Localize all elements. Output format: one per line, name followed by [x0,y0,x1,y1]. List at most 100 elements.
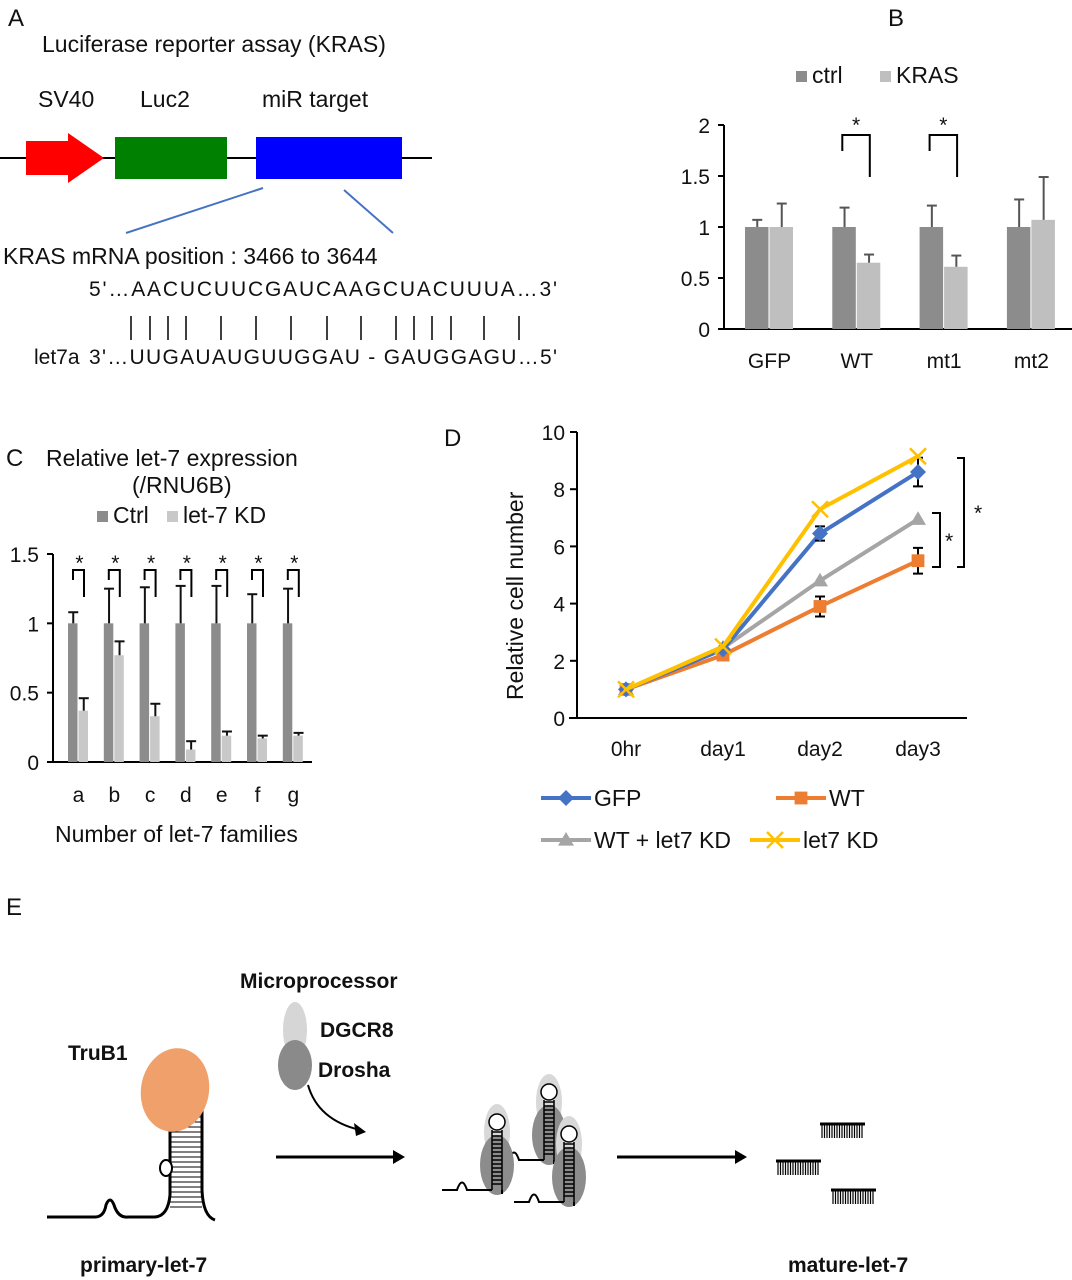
microprocessor-label: Microprocessor [240,970,398,993]
legend-label: let7 KD [803,827,878,853]
zoom-line-right [343,189,394,234]
kras-position: KRAS mRNA position : 3466 to 3644 [3,243,378,269]
bar-let-7-KD-b [114,655,124,762]
significance-star: * [75,552,83,575]
significance-star: * [254,552,262,575]
marker-square [813,600,827,613]
chart-c-subtitle: (/RNU6B) [132,472,232,498]
panel-a-construct: Luciferase reporter assay (KRAS) SV40 Lu… [0,31,557,369]
terminal-loop [488,1113,506,1131]
legend-label: ctrl [812,62,843,88]
panel-e-diagram: Microprocessor DGCR8 Drosha TruB1 primar… [47,970,908,1277]
x-tick-label: d [180,784,192,807]
legend-swatch [880,71,891,82]
y-tick-label: 0.5 [10,683,39,706]
mature-let7-duplex [776,1160,821,1175]
significance-star: * [147,552,155,575]
significance-bracket [179,569,193,597]
marker-triangle [910,511,926,525]
marker-x [617,680,635,699]
bar-Ctrl-d [175,623,185,762]
terminal-loop [540,1083,558,1101]
x-tick-label: mt2 [1014,350,1049,373]
y-tick-label: 1 [27,613,39,636]
x-tick-label: f [255,784,261,807]
curved-arrow [307,1084,361,1131]
x-tick-label: day2 [797,738,843,761]
x-tick-label: WT [840,350,873,373]
chart-c-xlabel: Number of let-7 families [55,821,298,847]
bar-KRAS-mt2 [1031,219,1055,329]
significance-bracket [841,134,871,177]
stem [491,1130,503,1190]
marker-diamond [812,525,828,542]
series-line-let7-KD [625,454,919,692]
luc2-box [115,137,227,179]
y-tick-label: 0 [27,752,39,775]
label-luc2: Luc2 [140,86,190,112]
significance-bracket [251,569,264,597]
bar-KRAS-GFP [769,227,793,329]
x-tick-label: g [287,784,299,807]
chart-c-title: Relative let-7 expression [46,445,298,471]
stem [543,1100,555,1160]
significance-bracket [932,512,941,568]
bar-KRAS-mt1 [944,266,968,329]
y-tick-label: 8 [553,479,565,502]
mature-let7-label: mature-let-7 [788,1254,908,1277]
x-tick-label: e [216,784,228,807]
legend-label: GFP [594,785,641,811]
bar-Ctrl-f [247,623,257,762]
series-line-WT-+-let7-KD [625,517,920,692]
microprocessor-pri-mirna-complex [442,1104,514,1195]
marker-square [911,554,925,568]
chart-c-let7-expression: 0 0.5 1 1.5 a b c d e f g Ctrl let-7 KD * * * * * * * [10,502,312,807]
bar-KRAS-WT [856,262,881,329]
y-tick-label: 1 [698,217,710,240]
bar-ctrl-mt2 [1006,227,1031,329]
microprocessor-pri-mirna-complex [514,1116,586,1207]
significance-star: * [219,552,227,575]
drosha-label: Drosha [318,1059,391,1082]
let7a-sequence: 3'…UUGAUAUGUUGGAU - GAUGGAGU…5' [89,346,557,369]
significance-star: * [290,552,298,575]
bar-Ctrl-c [139,623,150,762]
significance-bracket [72,569,85,597]
microprocessor-complexes [442,1074,586,1207]
chart-b-luciferase: 0 0.5 1 1.5 2 GFP WT mt1 mt2 ctrl KRAS * * [681,62,1072,373]
chart-d-cell-growth: 0 2 4 6 8 10 0hr day1 day2 day3 * * GFP WT WT + let7 K… [541,422,982,853]
legend-label: let-7 KD [183,502,266,528]
mir-target-box [256,137,402,179]
marker-x [909,447,927,466]
significance-star: * [183,552,191,575]
y-tick-label: 0.5 [681,268,710,291]
trub1-protein [140,1048,210,1132]
x-tick-label: b [108,784,120,807]
bar-let-7-KD-d [185,749,196,762]
y-tick-label: 0 [698,319,710,342]
base-pairing-lines [130,316,520,340]
sv40-promoter-arrow [26,133,104,183]
let7a-label: let7a [34,346,80,369]
legend-label: WT + let7 KD [594,827,731,853]
y-tick-label: 10 [542,422,565,445]
significance-star: * [945,530,953,553]
terminal-loop [560,1125,578,1143]
y-tick-label: 0 [553,708,565,731]
mature-let7-duplex [831,1189,876,1204]
dgcr8-label: DGCR8 [320,1019,394,1042]
panel-label-e: E [6,894,22,921]
mature-let7-duplexes [776,1122,876,1204]
bar-ctrl-GFP [745,227,769,329]
significance-star: * [939,114,947,137]
y-tick-label: 1.5 [681,166,710,189]
drosha-shape [480,1135,514,1195]
significance-bracket [286,569,300,597]
x-tick-label: a [73,784,85,807]
significance-star: * [111,552,119,575]
panel-a-title: Luciferase reporter assay (KRAS) [42,31,386,57]
marker-x [811,500,829,519]
bar-let-7-KD-e [221,735,232,762]
significance-bracket [143,569,157,597]
